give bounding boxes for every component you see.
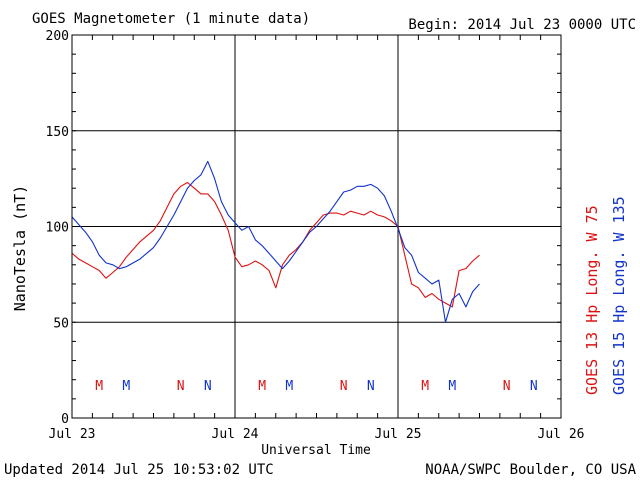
midnight-marker: M: [421, 379, 429, 394]
noon-marker: N: [367, 379, 375, 394]
updated-timestamp: Updated 2014 Jul 25 10:53:02 UTC: [4, 462, 274, 478]
axis-ticks: 0 50 100 150 200 Jul 23 Jul 24 Jul 25 Jul 26: [46, 29, 585, 442]
y-tick-label: 0: [61, 412, 69, 427]
y-axis-label: NanoTesla (nT): [11, 185, 29, 311]
data-series: [71, 160, 480, 323]
noon-marker: N: [177, 379, 185, 394]
legend-goes15: GOES 15 Hp Long. W 135: [610, 196, 628, 395]
x-tick-label: Jul 26: [538, 427, 585, 442]
midnight-marker: M: [258, 379, 266, 394]
y-tick-label: 100: [46, 221, 69, 236]
x-tick-label: Jul 23: [49, 427, 96, 442]
noon-marker: N: [204, 379, 212, 394]
x-tick-label: Jul 25: [375, 427, 422, 442]
x-axis-label: Universal Time: [261, 443, 371, 458]
midnight-marker: M: [448, 379, 456, 394]
noon-marker: N: [530, 379, 538, 394]
legend-goes13: GOES 13 Hp Long. W 75: [583, 205, 601, 395]
midnight-marker: M: [122, 379, 130, 394]
x-tick-label: Jul 24: [212, 427, 259, 442]
y-tick-label: 150: [46, 125, 69, 140]
series-line-goes15: [71, 160, 480, 323]
chart-title: GOES Magnetometer (1 minute data): [32, 11, 310, 27]
noon-marker: N: [340, 379, 348, 394]
credit-label: NOAA/SWPC Boulder, CO USA: [425, 462, 636, 478]
y-tick-label: 50: [53, 316, 69, 331]
y-tick-label: 200: [46, 29, 69, 44]
midnight-marker: M: [95, 379, 103, 394]
begin-time-label: Begin: 2014 Jul 23 0000 UTC: [408, 17, 636, 33]
plot-frame: [71, 34, 562, 419]
series-line-goes13: [71, 181, 480, 308]
midnight-marker: M: [285, 379, 293, 394]
noon-marker: N: [503, 379, 511, 394]
